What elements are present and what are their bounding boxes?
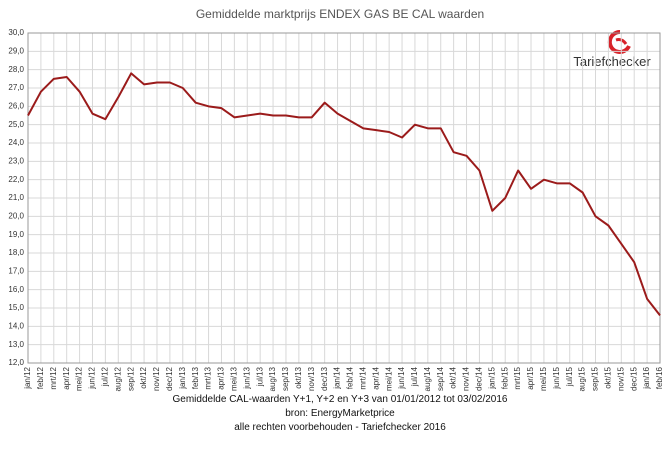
x-tick-label: sep/15: [591, 366, 600, 391]
y-tick-label: 28,0: [8, 65, 24, 74]
x-tick-label: aug/12: [113, 366, 122, 391]
y-tick-label: 14,0: [8, 321, 24, 330]
y-tick-label: 30,0: [8, 28, 24, 37]
plot-frame: [27, 32, 661, 364]
x-tick-label: mei/12: [75, 366, 84, 391]
x-tick-label: mei/14: [384, 366, 393, 391]
y-tick-label: 13,0: [8, 340, 24, 349]
x-tick-label: okt/13: [294, 366, 303, 388]
y-tick-label: 24,0: [8, 138, 24, 147]
y-tick-label: 12,0: [8, 358, 24, 367]
y-tick-label: 27,0: [8, 83, 24, 92]
y-tick-label: 25,0: [8, 120, 24, 129]
x-tick-label: jan/16: [642, 366, 651, 389]
logo: Tariefchecker: [573, 29, 651, 69]
footer-line: bron: EnergyMarketprice: [285, 408, 395, 419]
x-tick-label: aug/15: [578, 366, 587, 391]
x-tick-label: jul/12: [100, 366, 109, 387]
y-tick-label: 29,0: [8, 46, 24, 55]
x-tick-label: sep/12: [126, 366, 135, 391]
y-tick-label: 21,0: [8, 193, 24, 202]
y-tick-label: 18,0: [8, 248, 24, 257]
x-tick-label: jun/14: [397, 366, 406, 389]
x-tick-label: jan/13: [178, 366, 187, 389]
y-tick-label: 22,0: [8, 175, 24, 184]
x-tick-label: mrt/13: [204, 366, 213, 389]
x-tick-label: mrt/14: [358, 366, 367, 389]
y-tick-label: 23,0: [8, 156, 24, 165]
x-tick-label: feb/13: [191, 366, 200, 389]
x-tick-label: dec/15: [629, 366, 638, 391]
x-tick-label: feb/15: [500, 366, 509, 389]
footer-line: alle rechten voorbehouden - Tariefchecke…: [234, 422, 446, 433]
x-tick-label: aug/14: [423, 366, 432, 391]
x-tick-label: apr/15: [526, 366, 535, 389]
x-tick-label: jun/13: [242, 366, 251, 389]
line-series: [27, 72, 661, 316]
x-tick-label: jan/15: [487, 366, 496, 389]
x-tick-label: mei/13: [229, 366, 238, 391]
x-tick-label: apr/13: [217, 366, 226, 389]
x-tick-label: nov/13: [307, 366, 316, 391]
x-tick-label: nov/15: [616, 366, 625, 391]
y-tick-label: 15,0: [8, 303, 24, 312]
brand: Tariefchecker: [573, 54, 651, 69]
x-tick-label: jun/15: [552, 366, 561, 389]
y-tick-label: 26,0: [8, 101, 24, 110]
x-tick-label: okt/15: [604, 366, 613, 388]
y-tick-label: 16,0: [8, 285, 24, 294]
x-tick-label: jan/14: [333, 366, 342, 389]
x-tick-label: nov/14: [462, 366, 471, 391]
x-tick-label: aug/13: [268, 366, 277, 391]
x-tick-label: okt/14: [449, 366, 458, 388]
footer-line: Gemiddelde CAL-waarden Y+1, Y+2 en Y+3 v…: [173, 394, 508, 405]
x-tick-label: apr/14: [371, 366, 380, 389]
chart-title: Gemiddelde marktprijs ENDEX GAS BE CAL w…: [196, 7, 484, 21]
x-tick-label: feb/16: [655, 366, 664, 389]
x-tick-label: jul/13: [255, 366, 264, 387]
x-tick-label: jul/15: [565, 366, 574, 387]
x-tick-label: jun/12: [88, 366, 97, 389]
x-tick-label: apr/12: [62, 366, 71, 389]
x-tick-label: jul/14: [410, 366, 419, 387]
x-tick-label: sep/14: [436, 366, 445, 391]
x-tick-label: dec/13: [320, 366, 329, 391]
x-tick-label: feb/12: [36, 366, 45, 389]
y-tick-label: 19,0: [8, 230, 24, 239]
x-tick-label: okt/12: [139, 366, 148, 388]
x-tick-label: mrt/15: [513, 366, 522, 389]
x-tick-label: dec/12: [165, 366, 174, 391]
x-tick-label: mrt/12: [49, 366, 58, 389]
y-tick-label: 20,0: [8, 211, 24, 220]
y-tick-label: 17,0: [8, 266, 24, 275]
x-tick-label: mei/15: [539, 366, 548, 391]
x-tick-label: sep/13: [281, 366, 290, 391]
x-tick-label: nov/12: [152, 366, 161, 391]
x-tick-label: jan/12: [23, 366, 32, 389]
x-tick-label: dec/14: [475, 366, 484, 391]
x-tick-label: feb/14: [346, 366, 355, 389]
